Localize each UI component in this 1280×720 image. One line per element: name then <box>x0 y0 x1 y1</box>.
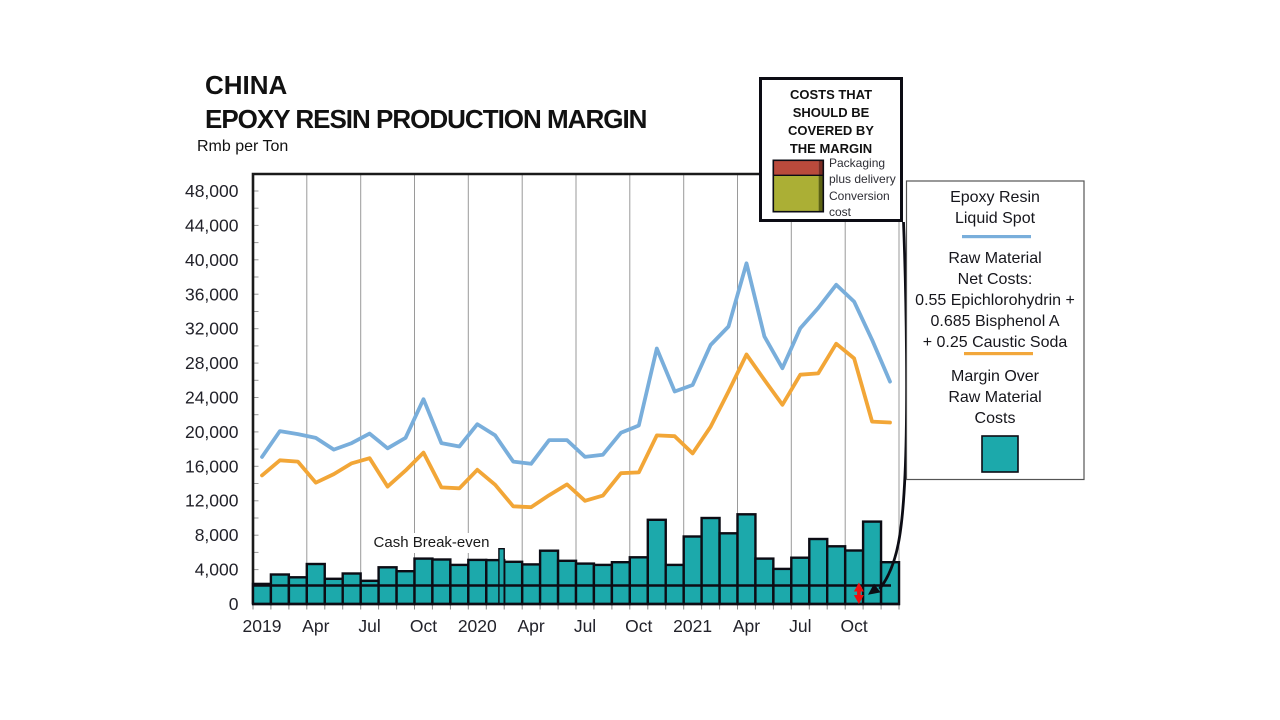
svg-text:Apr: Apr <box>517 616 544 636</box>
svg-text:Raw Material: Raw Material <box>948 250 1041 267</box>
svg-text:COVERED BY: COVERED BY <box>788 123 874 138</box>
svg-text:48,000: 48,000 <box>185 181 239 201</box>
svg-text:20,000: 20,000 <box>185 422 239 442</box>
svg-text:Jul: Jul <box>789 616 811 636</box>
svg-text:cost: cost <box>829 205 852 219</box>
svg-text:SHOULD BE: SHOULD BE <box>793 105 870 120</box>
svg-text:2020: 2020 <box>458 616 497 636</box>
svg-text:EPOXY RESIN PRODUCTION MARGIN: EPOXY RESIN PRODUCTION MARGIN <box>205 104 647 134</box>
svg-text:Oct: Oct <box>840 616 867 636</box>
svg-text:+ 0.25 Caustic Soda: + 0.25 Caustic Soda <box>923 334 1068 351</box>
svg-text:12,000: 12,000 <box>185 491 239 511</box>
svg-text:Packaging: Packaging <box>829 156 885 170</box>
svg-text:8,000: 8,000 <box>195 525 239 545</box>
svg-text:Raw Material: Raw Material <box>948 389 1041 406</box>
svg-text:COSTS THAT: COSTS THAT <box>790 87 872 102</box>
svg-text:0: 0 <box>229 594 239 614</box>
svg-text:44,000: 44,000 <box>185 215 239 235</box>
svg-text:0.55 Epichlorohydrin +: 0.55 Epichlorohydrin + <box>915 292 1075 309</box>
svg-text:2019: 2019 <box>243 616 282 636</box>
svg-text:36,000: 36,000 <box>185 284 239 304</box>
svg-text:CHINA: CHINA <box>205 70 288 100</box>
svg-text:2021: 2021 <box>673 616 712 636</box>
svg-text:Apr: Apr <box>302 616 329 636</box>
svg-text:16,000: 16,000 <box>185 456 239 476</box>
svg-text:0.685 Bisphenol A: 0.685 Bisphenol A <box>931 313 1060 330</box>
svg-text:28,000: 28,000 <box>185 353 239 373</box>
svg-text:Jul: Jul <box>358 616 380 636</box>
svg-text:Rmb per Ton: Rmb per Ton <box>197 138 288 155</box>
svg-text:40,000: 40,000 <box>185 250 239 270</box>
svg-text:Costs: Costs <box>975 410 1016 427</box>
svg-text:plus delivery: plus delivery <box>829 172 896 186</box>
svg-text:Liquid Spot: Liquid Spot <box>955 210 1036 227</box>
svg-text:Epoxy Resin: Epoxy Resin <box>950 189 1040 206</box>
svg-text:4,000: 4,000 <box>195 560 239 580</box>
svg-text:Oct: Oct <box>410 616 437 636</box>
svg-text:Apr: Apr <box>733 616 760 636</box>
svg-text:Net Costs:: Net Costs: <box>958 271 1033 288</box>
svg-text:Jul: Jul <box>574 616 596 636</box>
svg-text:Cash Break-even: Cash Break-even <box>374 534 490 551</box>
svg-text:32,000: 32,000 <box>185 319 239 339</box>
svg-text:24,000: 24,000 <box>185 388 239 408</box>
svg-text:Oct: Oct <box>625 616 652 636</box>
svg-text:Margin Over: Margin Over <box>951 368 1040 385</box>
svg-text:Conversion: Conversion <box>829 189 890 203</box>
svg-text:THE MARGIN: THE MARGIN <box>790 141 872 156</box>
